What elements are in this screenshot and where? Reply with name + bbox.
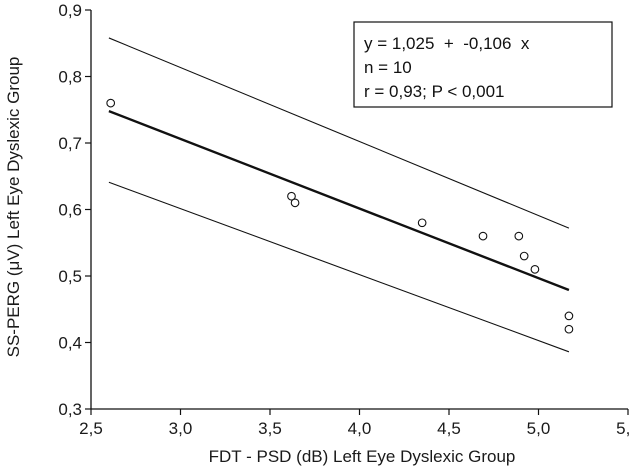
stats-correlation: r = 0,93; P < 0,001	[364, 82, 505, 101]
x-tick-label: 3,5	[258, 419, 282, 438]
x-axis: 2,5 3,0 3,5 4,0 4,5 5,0 5,5	[79, 408, 631, 438]
x-tick-label: 3,0	[169, 419, 193, 438]
data-point	[290, 198, 300, 208]
stats-box-frame	[353, 21, 613, 108]
data-point	[530, 265, 540, 274]
y-axis-title: SS-PERG (μV) Left Eye Dyslexic Group	[4, 57, 23, 358]
y-tick-label: 0,4	[58, 334, 82, 353]
y-tick-label: 0,6	[58, 201, 82, 220]
x-axis-title: FDT - PSD (dB) Left Eye Dyslexic Group	[209, 447, 516, 466]
data-point	[417, 218, 427, 228]
x-tick-label: 4,0	[348, 419, 372, 438]
y-axis: 0,3 0,4 0,5 0,6 0,7 0,8 0,9	[58, 1, 92, 419]
y-tick-label: 0,3	[58, 400, 82, 419]
y-tick-label: 0,9	[58, 1, 82, 20]
data-point	[478, 231, 488, 241]
regression-line	[108, 109, 570, 292]
stats-n: n = 10	[364, 58, 412, 77]
x-tick-label: 5,0	[527, 419, 551, 438]
data-point	[514, 231, 524, 241]
y-tick-label: 0,7	[58, 134, 82, 153]
lower-confidence-band	[108, 181, 570, 353]
stats-box: y = 1,025 + -0,106 x n = 10 r = 0,93; P …	[353, 21, 613, 108]
data-point	[287, 191, 296, 201]
upper-confidence-band	[108, 37, 570, 229]
data-point	[106, 98, 116, 108]
data-point	[564, 311, 574, 321]
y-tick-label: 0,8	[58, 68, 82, 87]
x-tick-label: 2,5	[79, 419, 103, 438]
stats-equation: y = 1,025 + -0,106 x	[364, 34, 530, 53]
data-point	[564, 324, 574, 334]
y-tick-label: 0,5	[58, 267, 82, 286]
plot-area	[106, 37, 574, 353]
x-tick-label: 5,5	[616, 419, 631, 438]
data-point	[519, 251, 529, 261]
x-tick-label: 4,5	[437, 419, 461, 438]
